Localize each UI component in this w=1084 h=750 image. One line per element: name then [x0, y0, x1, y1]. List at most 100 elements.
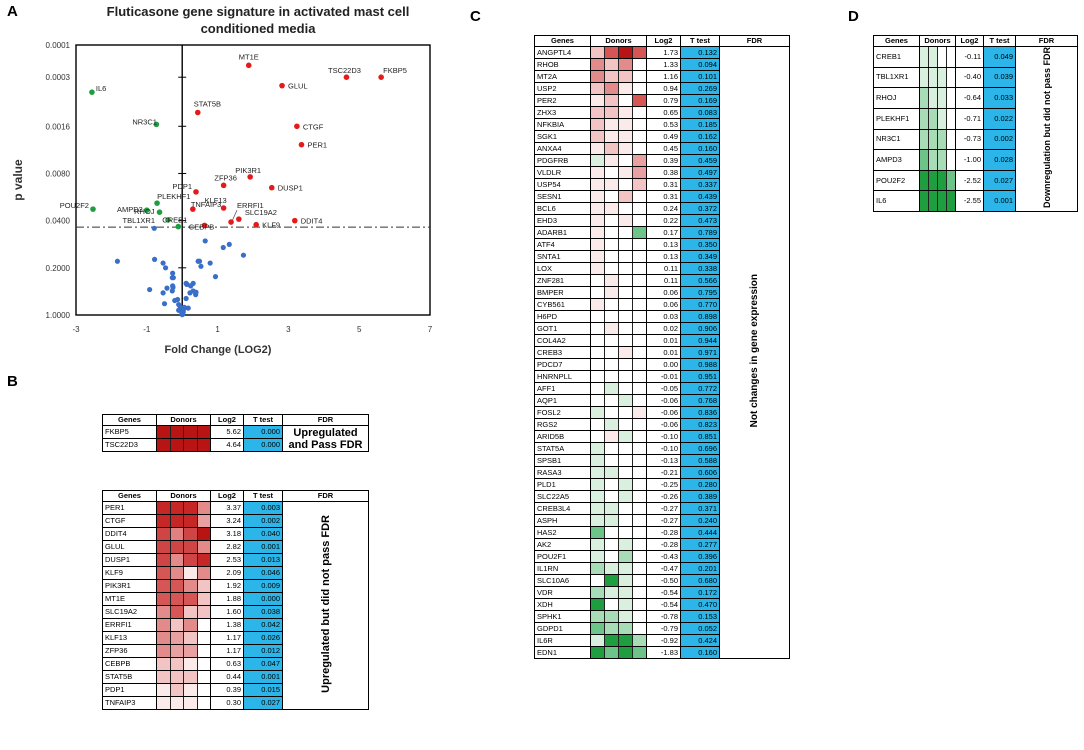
- donor-swatch: [619, 215, 633, 226]
- ttest-cell: 0.768: [680, 394, 720, 407]
- donor-swatch: [170, 554, 184, 566]
- donor-swatch: [605, 155, 619, 166]
- donor-swatch: [619, 275, 633, 286]
- donor-swatch: [591, 119, 605, 130]
- point-label-nr3c1: NR3C1: [132, 117, 157, 126]
- gene-cell: RHOB: [534, 58, 591, 71]
- point-not-significant: [114, 258, 121, 264]
- col-genes: Genes: [102, 414, 157, 426]
- log2-cell: 0.06: [646, 286, 681, 299]
- donors-heatmap-cell: [590, 478, 647, 491]
- table-row: ZNF281 0.11 0.566: [534, 274, 790, 287]
- donor-swatch: [633, 227, 646, 238]
- log2-cell: 0.49: [646, 130, 681, 143]
- log2-cell: 0.65: [646, 106, 681, 119]
- col-fdr: FDR: [282, 490, 369, 502]
- donor-swatch: [619, 491, 633, 502]
- y-axis-label: p value: [11, 159, 25, 201]
- donor-swatch: [929, 109, 938, 129]
- ttest-cell: 0.338: [680, 262, 720, 275]
- gene-cell: VDR: [534, 586, 591, 599]
- donor-swatch: [619, 143, 633, 154]
- table-row: AFF1 -0.05 0.772: [534, 382, 790, 395]
- gene-cell: ARID5B: [534, 430, 591, 443]
- log2-cell: -2.52: [955, 169, 984, 192]
- donor-swatch: [633, 455, 646, 466]
- gene-cell: TBL1XR1: [873, 66, 920, 89]
- point-not-significant: [147, 286, 153, 293]
- table-row: ARID5B -0.10 0.851: [534, 430, 790, 443]
- ttest-cell: 0.083: [680, 106, 720, 119]
- gene-cell: EHD3: [534, 214, 591, 227]
- donor-swatch: [605, 107, 619, 118]
- log2-cell: -1.00: [955, 149, 984, 171]
- donor-swatch: [157, 619, 171, 631]
- ttest-cell: 0.680: [680, 574, 720, 587]
- donor-swatch: [633, 527, 646, 538]
- donors-heatmap-cell: [590, 274, 647, 287]
- gene-cell: ZNF281: [534, 274, 591, 287]
- donor-swatch: [184, 554, 198, 566]
- table-row: EHD3 0.22 0.473: [534, 214, 790, 227]
- ttest-cell: 0.898: [680, 310, 720, 323]
- donor-swatch: [605, 431, 619, 442]
- ttest-cell: 0.160: [680, 142, 720, 155]
- ttest-cell: 0.944: [680, 334, 720, 347]
- log2-cell: -0.78: [646, 610, 681, 623]
- donor-swatch: [619, 467, 633, 478]
- donors-heatmap-cell: [156, 527, 211, 541]
- point-label-stat5b: STAT5B: [194, 100, 221, 109]
- point-not-significant: [151, 256, 158, 262]
- point-pik3r1: [247, 174, 253, 180]
- point-not-significant: [202, 238, 208, 244]
- log2-cell: 2.53: [210, 553, 244, 567]
- ttest-cell: 0.002: [983, 128, 1016, 151]
- log2-cell: 0.39: [646, 154, 681, 167]
- donor-swatch: [591, 287, 605, 298]
- gene-cell: ZHX3: [534, 106, 591, 119]
- ttest-cell: 0.033: [983, 87, 1016, 109]
- log2-cell: -0.64: [955, 87, 984, 109]
- ttest-cell: 0.101: [680, 70, 720, 83]
- donor-swatch: [947, 129, 955, 149]
- donor-swatch: [605, 443, 619, 454]
- gene-cell: IL6R: [534, 634, 591, 647]
- ttest-cell: 0.851: [680, 430, 720, 443]
- log2-cell: 0.11: [646, 262, 681, 275]
- donor-swatch: [947, 88, 955, 108]
- donors-heatmap-cell: [590, 310, 647, 323]
- gene-cell: SGK1: [534, 130, 591, 143]
- donor-swatch: [157, 684, 171, 696]
- donor-swatch: [619, 515, 633, 526]
- panel-label-d: D: [848, 8, 859, 25]
- donor-swatch: [157, 580, 171, 592]
- point-not-significant: [212, 274, 219, 280]
- ttest-cell: 0.566: [680, 274, 720, 287]
- ttest-cell: 0.000: [243, 438, 283, 452]
- gene-cell: SLC10A6: [534, 574, 591, 587]
- donor-swatch: [184, 515, 198, 527]
- donor-swatch: [605, 371, 619, 382]
- fdr-group-label: Downregulation but did not pass FDR: [1041, 47, 1052, 209]
- point-zfp36: [220, 182, 227, 189]
- donor-swatch: [619, 251, 633, 262]
- donor-swatch: [929, 150, 938, 170]
- log2-cell: -0.43: [646, 550, 681, 563]
- donor-swatch: [619, 179, 633, 190]
- donor-swatch: [591, 143, 605, 154]
- donors-heatmap-cell: [156, 644, 211, 658]
- log2-cell: 1.33: [646, 58, 681, 71]
- ttest-cell: 0.349: [680, 250, 720, 263]
- table-row: RHOB 1.33 0.094: [534, 58, 790, 71]
- donors-heatmap-cell: [156, 438, 211, 452]
- donor-swatch: [591, 311, 605, 322]
- donor-swatch: [591, 59, 605, 70]
- ttest-cell: 0.000: [243, 425, 283, 439]
- ttest-cell: 0.049: [983, 46, 1016, 68]
- table-row: KLF9 2.09 0.046: [102, 566, 369, 580]
- gene-cell: POU2F2: [873, 169, 920, 192]
- donors-heatmap-cell: [590, 46, 647, 59]
- donor-swatch: [184, 619, 198, 631]
- donors-heatmap-cell: [919, 107, 956, 130]
- donor-swatch: [619, 635, 633, 646]
